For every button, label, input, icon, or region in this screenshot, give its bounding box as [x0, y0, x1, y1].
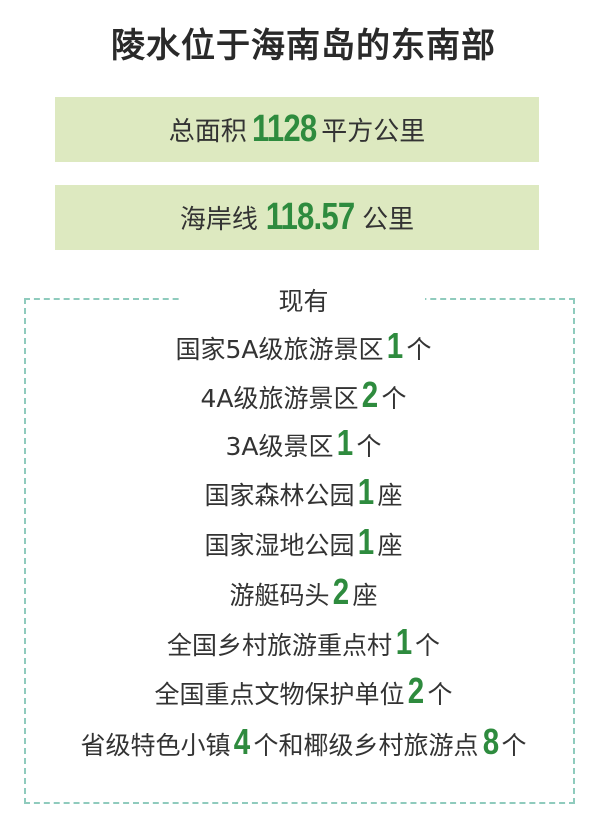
item-text: 全国乡村旅游重点村 — [166, 631, 392, 660]
stat-label: 海岸线 — [179, 205, 258, 235]
item-text: 全国重点文物保护单位 — [154, 680, 405, 709]
item-text: 3A级景区 — [225, 432, 334, 461]
item-text: 省级特色小镇 — [80, 731, 231, 760]
item-count: 2 — [408, 670, 424, 711]
item-count: 1 — [395, 621, 412, 662]
item-text: 4A级旅游景区 — [200, 384, 359, 413]
item-count: 1 — [387, 325, 403, 366]
item-text: 个 — [427, 680, 453, 709]
list-item: 4A级旅游景区 2 个 — [0, 375, 607, 415]
list-item: 国家5A级旅游景区 1 个 — [0, 326, 607, 366]
item-count: 1 — [358, 471, 374, 512]
stat-coastline: 海岸线 118.57 公里 — [55, 185, 539, 250]
list-item: 3A级景区 1 个 — [0, 423, 607, 463]
list-item: 国家森林公园 1 座 — [0, 472, 607, 512]
item-count: 2 — [362, 374, 378, 415]
item-text: 游艇码头 — [229, 581, 330, 610]
stat-value: 118.57 — [265, 196, 355, 238]
stat-value: 1128 — [251, 108, 317, 150]
item-text: 个 — [415, 631, 441, 660]
stat-area: 总面积 1128 平方公里 — [55, 97, 539, 162]
item-count: 1 — [358, 521, 374, 562]
item-text: 座 — [377, 481, 403, 510]
list-item: 国家湿地公园 1 座 — [0, 522, 607, 562]
item-text: 个 — [406, 335, 432, 364]
stat-unit: 公里 — [362, 205, 415, 235]
item-text: 座 — [352, 581, 378, 610]
item-count: 4 — [234, 721, 250, 762]
stat-label: 总面积 — [168, 117, 247, 147]
item-text: 国家湿地公园 — [204, 531, 355, 560]
item-text: 个 — [381, 384, 407, 413]
list-item: 全国乡村旅游重点村 1 个 — [0, 622, 607, 662]
item-count: 1 — [337, 422, 353, 463]
item-text: 个和椰级乡村旅游点 — [253, 731, 479, 760]
item-count: 8 — [482, 721, 498, 762]
frame-gap — [180, 290, 425, 306]
item-text: 个 — [501, 731, 527, 760]
list-item: 游艇码头 2 座 — [0, 572, 607, 612]
stat-unit: 平方公里 — [321, 117, 426, 147]
list-item: 全国重点文物保护单位 2 个 — [0, 671, 607, 711]
list-heading: 现有 — [278, 287, 329, 316]
list-item: 省级特色小镇 4 个和椰级乡村旅游点 8 个 — [0, 722, 607, 762]
item-text: 国家5A级旅游景区 — [175, 335, 384, 364]
item-text: 国家森林公园 — [204, 481, 355, 510]
page-title: 陵水位于海南岛的东南部 — [111, 26, 496, 66]
item-text: 个 — [356, 432, 382, 461]
item-text: 座 — [377, 531, 403, 560]
item-count: 2 — [333, 571, 349, 612]
